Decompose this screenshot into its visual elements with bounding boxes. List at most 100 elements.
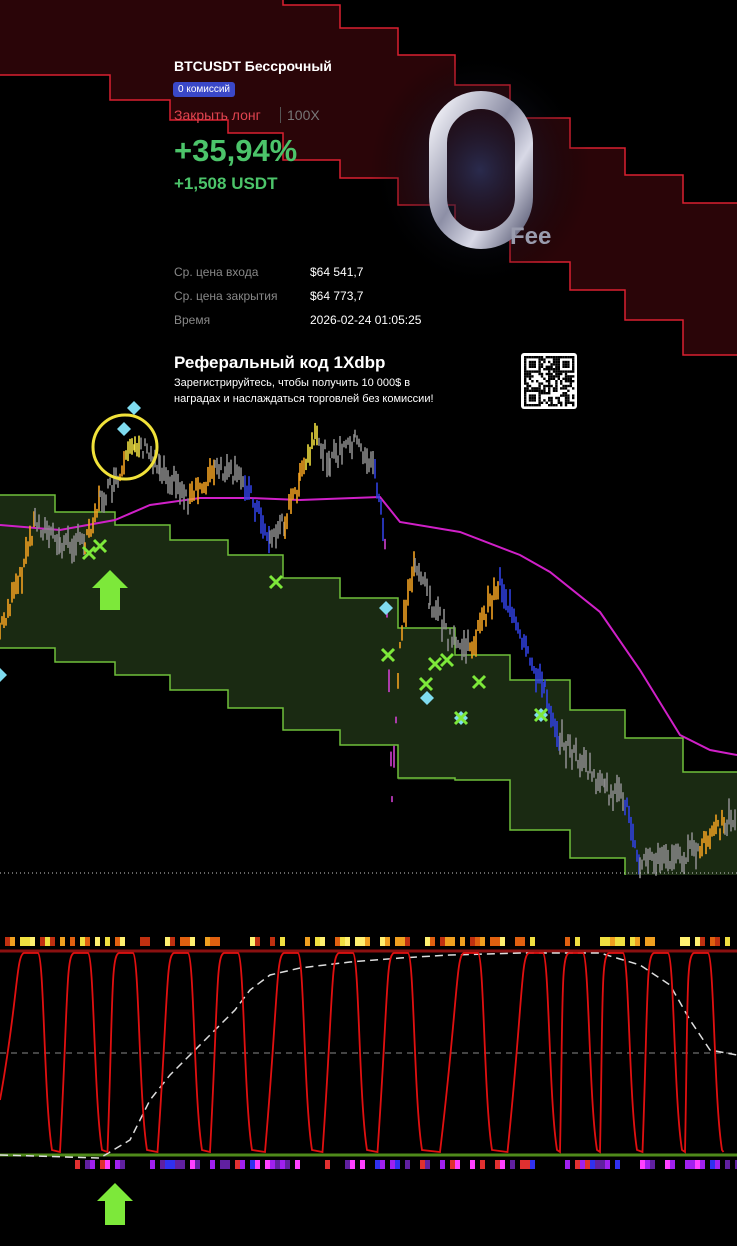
qr-cell <box>560 401 563 404</box>
qr-cell <box>533 360 536 364</box>
qr-cell <box>524 382 527 385</box>
qr-cell <box>538 363 541 366</box>
qr-cell <box>538 392 541 395</box>
qr-cell <box>538 360 541 364</box>
detail-value: $64 773,7 <box>310 289 364 303</box>
qr-cell <box>552 368 556 371</box>
trend-line <box>0 495 737 756</box>
bottom-strip-cell <box>345 1160 350 1169</box>
pnl-amount: +1,508 USDT <box>174 174 278 193</box>
cross-marker <box>81 545 97 561</box>
bottom-strip-cell <box>405 1160 410 1169</box>
qr-cell <box>538 358 541 361</box>
price-series <box>0 423 736 879</box>
qr-cell <box>562 365 565 368</box>
qr-cell <box>548 392 551 395</box>
qr-cell <box>524 396 527 400</box>
qr-cell <box>524 368 527 371</box>
qr-cell <box>562 387 565 390</box>
qr-cell <box>557 368 560 371</box>
bottom-strip-cell <box>645 1160 650 1169</box>
bottom-strip-cell <box>360 1160 365 1169</box>
bottom-strip-cell <box>615 1160 620 1169</box>
qr-cell <box>526 389 529 392</box>
fee-glow <box>370 50 590 290</box>
top-strip-cell <box>315 937 320 946</box>
qr-cell <box>533 370 536 373</box>
bottom-strip-cell <box>585 1160 590 1169</box>
qr-cell <box>569 375 572 378</box>
qr-cell <box>560 382 563 385</box>
bottom-strip-cell <box>265 1160 270 1169</box>
bottom-strip-cell <box>85 1160 90 1169</box>
qr-cell <box>567 394 570 397</box>
top-strip-cell <box>520 937 525 946</box>
qr-cell <box>538 387 541 390</box>
qr-cell <box>538 370 541 373</box>
qr-cell <box>562 363 565 366</box>
qr-cell <box>562 377 565 380</box>
top-strip-cell <box>450 937 455 946</box>
bottom-strip-cell <box>255 1160 260 1169</box>
qr-cell <box>550 356 553 359</box>
top-strip-cell <box>695 937 700 946</box>
bottom-strip-cell <box>175 1160 180 1169</box>
qr-cell <box>538 365 541 368</box>
qr-cell <box>572 360 575 364</box>
qr-cell <box>528 399 532 402</box>
cross-marker <box>533 707 549 723</box>
qr-cell <box>533 394 536 397</box>
top-strip-cell <box>280 937 285 946</box>
qr-cell <box>557 358 560 361</box>
qr-cell <box>552 370 556 373</box>
qr-cell <box>560 380 563 383</box>
qr-cell <box>545 368 548 371</box>
qr-cell <box>528 394 532 397</box>
qr-cell <box>524 370 527 373</box>
top-strip-cell <box>115 937 120 946</box>
fee-logo <box>429 91 533 249</box>
qr-cell <box>557 396 560 400</box>
bottom-strip-cell <box>605 1160 610 1169</box>
top-strip-cell <box>50 937 55 946</box>
qr-cell <box>557 365 560 368</box>
cross-marker <box>439 652 455 668</box>
qr-cell <box>540 363 544 366</box>
top-strip-cell <box>190 937 195 946</box>
qr-cell <box>564 394 568 397</box>
qr-cell <box>567 380 570 383</box>
qr-cell <box>572 380 575 383</box>
qr-cell <box>540 375 544 378</box>
qr-cell <box>564 392 568 395</box>
qr-cell <box>550 372 553 376</box>
qr-cell <box>538 389 541 392</box>
qr-cell <box>564 384 568 388</box>
qr-cell <box>538 384 541 388</box>
cross-marker <box>92 538 108 554</box>
qr-cell <box>524 372 527 376</box>
qr-cell <box>531 375 534 378</box>
qr-cell <box>564 404 568 407</box>
top-strip-cell <box>380 937 385 946</box>
qr-cell <box>550 368 553 371</box>
bottom-strip-cell <box>590 1160 595 1169</box>
qr-cell <box>533 356 536 359</box>
qr-cell <box>552 358 556 361</box>
qr-cell <box>524 363 527 366</box>
qr-cell <box>524 392 527 395</box>
top-strip-cell <box>210 937 215 946</box>
qr-cell <box>524 360 527 364</box>
bottom-strip-cell <box>380 1160 385 1169</box>
qr-cell <box>557 375 560 378</box>
qr-cell <box>538 399 541 402</box>
qr-cell <box>528 365 532 368</box>
bottom-strip-cell <box>495 1160 500 1169</box>
leverage: 100X <box>280 107 320 123</box>
qr-cell <box>528 370 532 373</box>
qr-cell <box>572 375 575 378</box>
top-strip-cell <box>430 937 435 946</box>
qr-cell <box>550 363 553 366</box>
top-strip-cell <box>320 937 325 946</box>
bottom-strip-cell <box>665 1160 670 1169</box>
